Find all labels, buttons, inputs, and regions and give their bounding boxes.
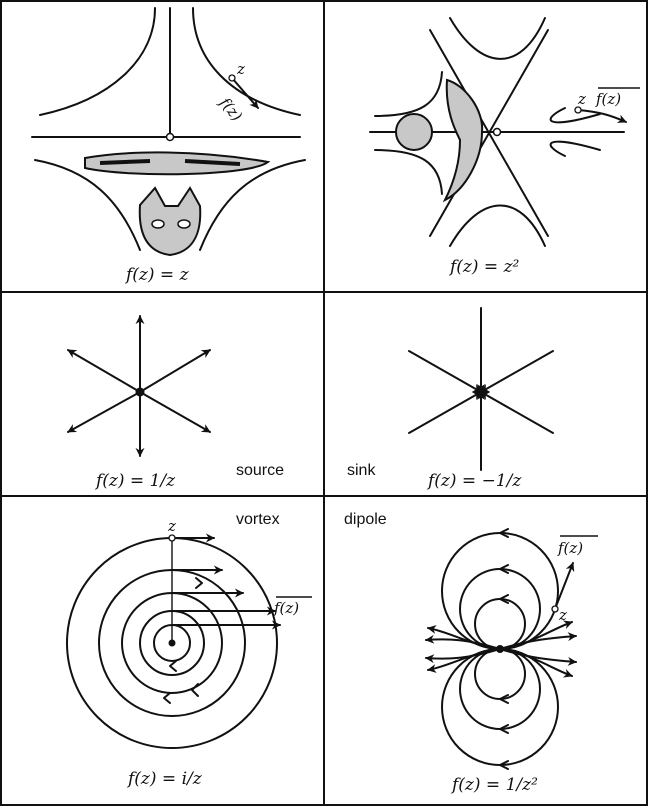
square-point-label: z bbox=[577, 90, 586, 108]
panel-square bbox=[369, 17, 627, 247]
source-caption: f(z) = 1/z bbox=[94, 471, 176, 491]
vortex-caption: f(z) = i/z bbox=[126, 769, 203, 789]
dipole-point-label: z bbox=[558, 606, 567, 624]
panel-identity bbox=[31, 7, 306, 257]
sink-label: sink bbox=[347, 462, 376, 479]
vortex-vector-label: f(z) bbox=[273, 599, 299, 617]
identity-vector-label: f(z) bbox=[215, 93, 246, 125]
identity-point-label: z bbox=[236, 60, 245, 78]
dipole-label: dipole bbox=[344, 511, 387, 528]
square-caption: f(z) = z² bbox=[448, 257, 520, 277]
panel-sink bbox=[408, 307, 554, 471]
vortex-point-label: z bbox=[167, 517, 176, 535]
panel-dipole bbox=[425, 528, 577, 770]
sink-caption: f(z) = −1/z bbox=[426, 471, 522, 491]
dipole-vector-label: f(z) bbox=[557, 539, 583, 557]
panel-vortex bbox=[66, 533, 281, 749]
source-label: source bbox=[236, 462, 284, 479]
square-vector-label: f(z) bbox=[595, 90, 621, 108]
vortex-label: vortex bbox=[236, 511, 280, 528]
panel-source bbox=[67, 315, 211, 457]
identity-caption: f(z) = z bbox=[124, 265, 190, 285]
dipole-caption: f(z) = 1/z² bbox=[450, 775, 538, 795]
